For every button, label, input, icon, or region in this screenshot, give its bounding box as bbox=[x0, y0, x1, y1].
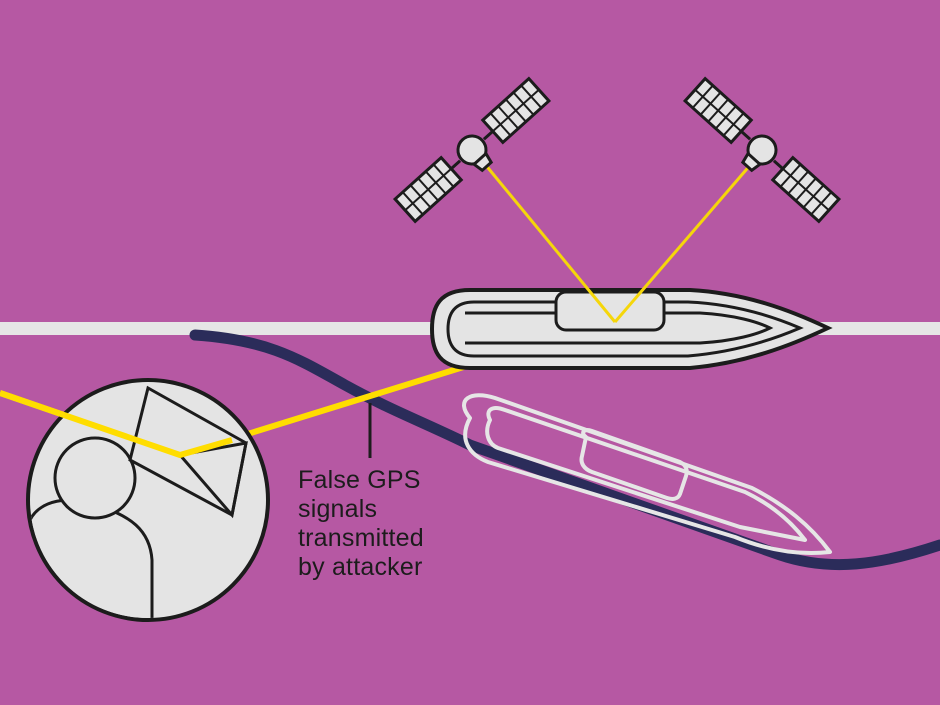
annotation-line-3: transmitted bbox=[298, 524, 424, 552]
gps-signal-left bbox=[482, 162, 617, 323]
spoofed-route-line bbox=[189, 329, 940, 571]
gps-signal-right bbox=[613, 162, 754, 323]
annotation-line-4: by attacker bbox=[298, 553, 423, 581]
satellite-icon bbox=[392, 76, 552, 224]
ship-icon bbox=[429, 288, 833, 370]
annotation-line-2: signals bbox=[298, 495, 378, 523]
false-gps-annotation: False GPS signals transmitted by attacke… bbox=[298, 466, 528, 582]
annotation-line-1: False GPS bbox=[298, 466, 421, 494]
ghost-ship-icon bbox=[462, 393, 832, 556]
satellite-icon bbox=[682, 76, 842, 224]
